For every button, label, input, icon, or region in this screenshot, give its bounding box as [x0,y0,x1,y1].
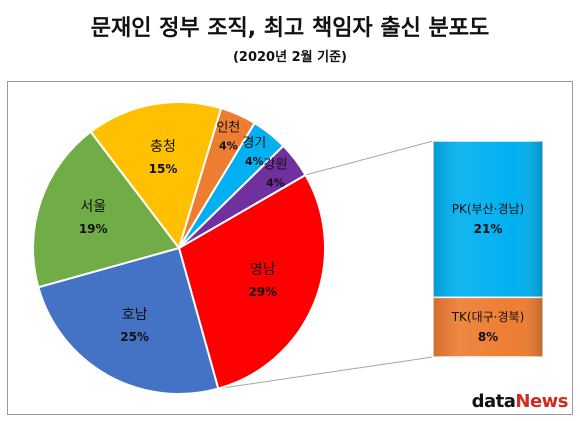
pie-label-6: 경기 [242,136,266,151]
pie-value-1: 29% [248,285,277,299]
pie-value-6: 4% [245,155,264,168]
chart-frame [7,81,573,415]
pie-label-4: 충청 [150,139,176,155]
breakdown-value-2: 8% [478,330,498,344]
breakdown-value-1: 21% [474,222,503,236]
connector-lines [218,140,434,390]
breakdown-bar: PK(부산·경남) 21% TK(대구·경북) 8% [432,140,544,358]
breakdown-label-2: TK(대구·경북) [451,310,525,324]
pie-value-2: 25% [120,330,149,344]
chart-title: 문재인 정부 조직, 최고 책임자 출신 분포도 [90,16,490,41]
chart-subtitle: (2020년 2월 기준) [232,50,347,65]
pie-label-2: 호남 [122,307,148,323]
pie-value-7: 4% [266,177,285,190]
breakdown-segment-shade-1 [433,141,543,298]
pie-slice-2 [37,246,220,395]
pie-slice-1 [177,173,326,390]
pie-slices [32,101,326,395]
connector-top [305,140,434,176]
breakdown-label-1: PK(부산·경남) [452,202,524,216]
pie-value-5: 4% [219,139,238,152]
logo-part-data: data [471,391,516,412]
pie-slice-4 [89,101,223,251]
logo-part-news: News [515,391,568,412]
pie-slice-7 [178,144,307,249]
pie-label-1: 영남 [250,262,276,278]
breakdown-segment-shade-2 [433,297,543,357]
pie-value-3: 19% [79,222,108,236]
pie-label-3: 서울 [80,199,106,215]
pie-label-7: 강원 [264,158,288,173]
pie-slice-3 [32,130,181,289]
pie-value-4: 15% [149,162,178,176]
datanews-logo: dataNews [471,391,569,412]
pie-label-5: 인천 [216,120,240,135]
connector-bottom [218,356,434,390]
